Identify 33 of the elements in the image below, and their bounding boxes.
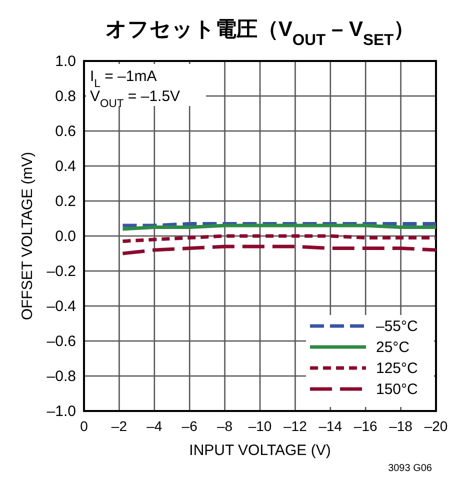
y-tick-label: –0.2 (46, 263, 76, 280)
y-tick-label: –1.0 (46, 403, 76, 420)
x-tick-label: –18 (389, 418, 413, 434)
y-tick-label: –0.6 (46, 333, 76, 350)
y-tick-label: 0.6 (55, 123, 76, 140)
x-tick-label: 0 (80, 418, 88, 434)
x-tick-label: –6 (182, 418, 198, 434)
line-series (120, 244, 438, 256)
chart-title: オフセット電圧（V$_{OUT}$ – V$_{SET}$） (105, 18, 415, 48)
y-tick-label: 0.2 (55, 193, 76, 210)
legend-label: 25°C (376, 339, 410, 356)
x-tick-label: –12 (284, 418, 308, 434)
x-tick-label: –16 (354, 418, 378, 434)
y-axis-title: OFFSET VOLTAGE (mV) (19, 152, 36, 320)
legend-label: 125°C (376, 360, 418, 377)
y-tick-label: –0.4 (46, 298, 76, 315)
annotation: V$_{OUT}$ = –1.5V (90, 88, 180, 110)
x-tick-label: –4 (146, 418, 162, 434)
x-tick-label: –14 (318, 418, 342, 434)
x-tick-label: –8 (217, 418, 233, 434)
x-tick-label: –20 (424, 418, 448, 434)
x-axis-title: INPUT VOLTAGE (V) (189, 442, 331, 459)
legend-label: –55°C (376, 318, 418, 335)
x-tick-label: –10 (248, 418, 272, 434)
legend-label: 150°C (376, 381, 418, 398)
y-tick-label: 0.0 (55, 228, 76, 245)
y-tick-label: –0.8 (46, 368, 76, 385)
y-tick-label: 0.8 (55, 88, 76, 105)
y-tick-label: 1.0 (55, 53, 76, 70)
y-tick-label: 0.4 (55, 158, 76, 175)
text: 3093 G06 (388, 463, 432, 474)
annotation: I$_{L}$ = –1mA (90, 68, 157, 90)
x-tick-label: –2 (111, 418, 128, 434)
